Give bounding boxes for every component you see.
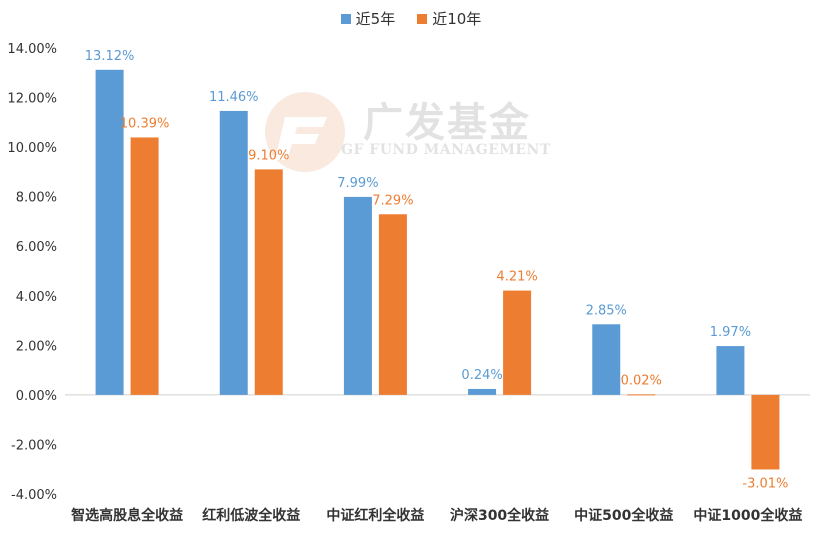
y-tick-label: 10.00% xyxy=(7,141,57,156)
data-label-10y: -3.01% xyxy=(742,476,788,491)
data-label-10y: 7.29% xyxy=(372,193,413,208)
data-label-5y: 7.99% xyxy=(337,176,378,191)
legend-swatch-10y xyxy=(417,13,428,24)
bar-10y xyxy=(378,214,407,395)
data-label-10y: 0.02% xyxy=(621,373,662,388)
legend-item-10y: 近10年 xyxy=(417,8,481,29)
y-tick-label: 4.00% xyxy=(16,290,57,305)
bar-5y xyxy=(219,110,248,395)
watermark-brand-text: 广发基金 xyxy=(363,100,531,146)
bar-5y xyxy=(343,196,372,395)
x-tick-label: 中证1000全收益 xyxy=(693,507,802,524)
brand-watermark: 广发基金 GF FUND MANAGEMENT xyxy=(255,82,585,182)
x-tick-label: 沪深300全收益 xyxy=(450,507,549,524)
data-label-10y: 9.10% xyxy=(248,148,289,163)
bar-5y xyxy=(95,69,124,395)
legend-item-5y: 近5年 xyxy=(340,8,396,29)
data-label-5y: 11.46% xyxy=(209,90,259,105)
legend-label-5y: 近5年 xyxy=(355,10,396,28)
data-label-5y: 0.24% xyxy=(461,368,502,383)
y-tick-label: 12.00% xyxy=(7,92,57,107)
data-label-10y: 4.21% xyxy=(496,270,537,285)
legend: 近5年 近10年 xyxy=(0,8,822,29)
y-tick-label: 0.00% xyxy=(16,389,57,404)
y-tick-label: 8.00% xyxy=(16,191,57,206)
bar-10y xyxy=(254,169,283,395)
x-tick-label: 中证红利全收益 xyxy=(326,507,424,524)
data-label-5y: 1.97% xyxy=(710,325,751,340)
legend-label-10y: 近10年 xyxy=(432,10,482,28)
bar-10y xyxy=(130,137,159,395)
bar-10y xyxy=(627,394,656,396)
bar-5y xyxy=(716,346,745,395)
legend-swatch-5y xyxy=(340,13,351,24)
bar-10y xyxy=(751,394,780,470)
bar-5y xyxy=(592,324,621,395)
y-tick-label: -4.00% xyxy=(11,488,57,503)
y-tick-label: 6.00% xyxy=(16,240,57,255)
data-label-5y: 13.12% xyxy=(85,49,135,64)
x-tick-label: 中证500全收益 xyxy=(574,507,673,524)
y-tick-label: 14.00% xyxy=(7,42,57,57)
watermark-subtitle: GF FUND MANAGEMENT xyxy=(341,142,551,158)
y-tick-label: -2.00% xyxy=(11,438,57,453)
x-tick-label: 红利低波全收益 xyxy=(202,507,300,524)
bar-5y xyxy=(468,388,497,395)
brand-logo-icon xyxy=(265,92,345,172)
data-label-10y: 10.39% xyxy=(120,116,170,131)
x-tick-label: 智选高股息全收益 xyxy=(70,507,183,524)
data-label-5y: 2.85% xyxy=(586,303,627,318)
bar-10y xyxy=(503,290,532,395)
y-tick-label: 2.00% xyxy=(16,339,57,354)
